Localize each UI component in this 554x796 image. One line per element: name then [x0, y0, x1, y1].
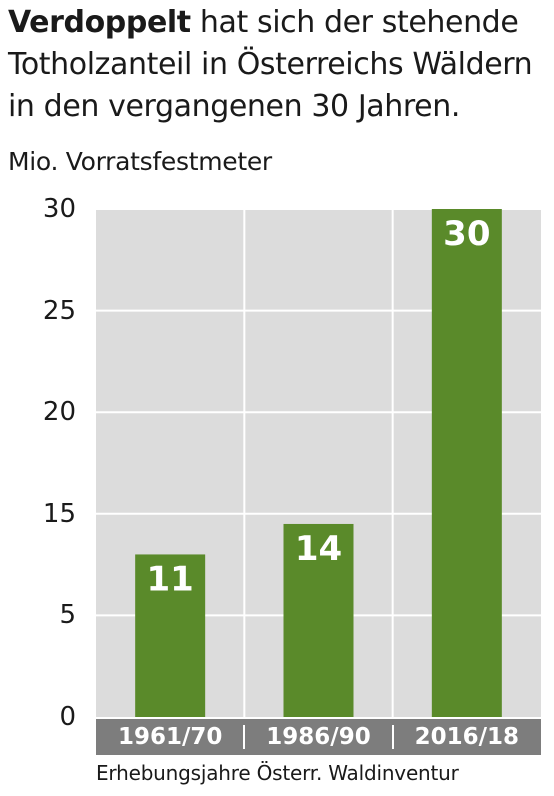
y-tick-label: 15: [42, 498, 76, 529]
data-label-1961/70: 11: [147, 559, 194, 599]
plot-area: 11 14 30: [96, 209, 541, 717]
y-tick-label: 0: [59, 702, 76, 732]
y-tick-label: 25: [42, 295, 76, 326]
bar-2016/18: [431, 209, 502, 717]
x-tick-label: 1986/90: [266, 724, 371, 750]
x-tick-label: 1961/70: [117, 724, 223, 750]
y-axis-label: Mio. Vorratsfestmeter: [8, 147, 272, 176]
data-label-2016/18: 30: [443, 214, 490, 254]
chart-headline: Verdoppelt hat sich der stehende Totholz…: [8, 2, 548, 128]
category-separator: [243, 725, 246, 749]
category-separator: [391, 725, 394, 749]
y-tick-label: 5: [59, 600, 76, 631]
headline-bold: Verdoppelt: [8, 5, 191, 40]
y-tick-label: 30: [42, 194, 76, 224]
headline-text: hat sich der stehende Totholzanteil in Ö…: [8, 5, 533, 124]
y-tick-label: 20: [42, 397, 76, 428]
x-axis-label: Erhebungsjahre Österr. Waldinventur: [96, 761, 459, 785]
category-band: 1961/70 1986/90 2016/18: [96, 719, 541, 755]
bar-1961/70: [135, 554, 206, 717]
bar-1986/90: [283, 523, 354, 717]
x-tick-label: 2016/18: [414, 724, 520, 750]
bar-chart-svg: 11 14 30: [96, 209, 541, 717]
data-label-1986/90: 14: [295, 529, 342, 569]
